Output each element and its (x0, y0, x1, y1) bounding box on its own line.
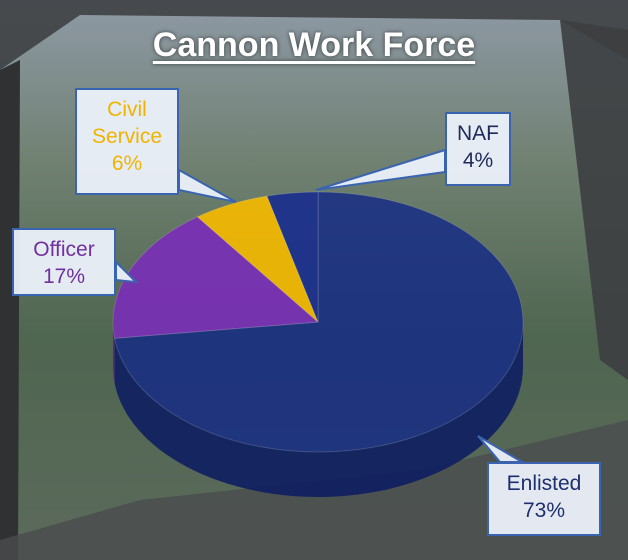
aircraft-frame-right (560, 20, 628, 380)
pie-slice (266, 191, 319, 323)
aircraft-frame-left (0, 60, 20, 560)
callout-pointer (115, 259, 139, 284)
slice-value-label: 73% (522, 499, 566, 522)
slice-side (114, 322, 523, 498)
slice-value-label: 6% (111, 152, 143, 175)
slice-label: Civil Service (91, 98, 163, 148)
pie (112, 191, 524, 498)
slice-value-label: 17% (42, 265, 86, 288)
slice-label: NAF (457, 122, 499, 145)
slice-label: Enlisted (506, 472, 582, 495)
slice-side (113, 322, 115, 384)
pie-slice (114, 191, 524, 453)
slice-label: Officer (33, 238, 95, 261)
chart-title: Cannon Work Force (152, 26, 476, 64)
aircraft-ceiling (0, 0, 628, 70)
callout: NAF 4% (445, 112, 511, 186)
slice-value-label: 4% (462, 149, 494, 172)
pie-slice (112, 216, 320, 339)
callout: Enlisted 73% (487, 462, 601, 536)
callout-pointer (178, 168, 237, 203)
pie-slice (196, 195, 319, 323)
callout: Officer 17% (12, 228, 116, 296)
callout-pointers (115, 148, 526, 463)
callout: Civil Service 6% (75, 88, 179, 195)
